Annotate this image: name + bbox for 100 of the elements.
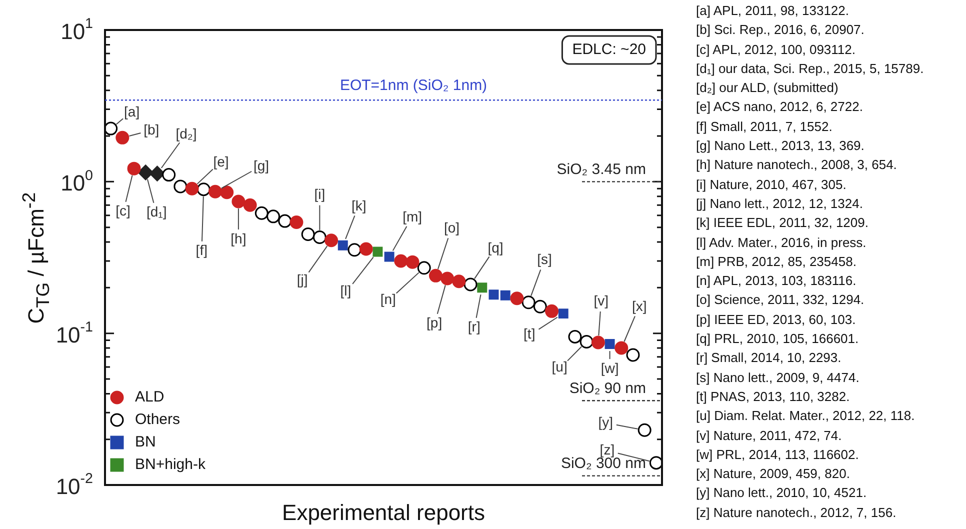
text: [s] Nano lett., 2009, 9, 4474. [696,368,860,387]
text: [d₁] our data, Sci. Rep., 2015, 5, 15789. [696,60,924,78]
point [174,180,188,194]
point [127,162,141,176]
text: [a] APL, 2011, 98, 133122. [696,2,850,20]
legend-label: BN+high-k [135,456,206,474]
point [243,198,257,212]
point [568,330,582,344]
point [406,255,420,269]
point [510,292,524,306]
point [649,456,663,470]
point [278,214,292,228]
point [301,228,315,242]
point [533,300,547,314]
text: [b] Sci. Rep., 2016, 6, 20907. [696,21,866,40]
annotation: [v] [594,292,609,308]
annotation: [m] [402,208,422,225]
annotation: [s] [537,251,552,268]
point [452,274,466,288]
text: [u] Diam. Relat. Mater., 2012, 22, 118. [696,407,916,426]
point [162,168,176,182]
point [149,166,165,182]
text: [t] PNAS, 2013, 110, 3282. [696,388,851,406]
text: [w] PRL, 2014, 113, 116602. [696,446,860,464]
text: [d₂] our ALD, (submitted) [696,79,840,98]
point [359,242,373,256]
point [591,336,605,350]
text: [m] PRB, 2012, 85, 235458. [696,252,858,271]
text: [l] Adv. Mater., 2016, in press. [696,234,868,252]
point [104,122,118,136]
text: [e] ACS nano, 2012, 6, 2722. [696,98,864,116]
point [638,423,652,437]
point [208,184,222,198]
point [185,182,199,196]
annotation: [h] [230,230,246,246]
annotation: [c] [116,202,130,218]
text: [x] Nature, 2009, 459, 820. [696,465,851,484]
text: [z] Nature nanotech., 2012, 7, 156. [696,504,898,522]
ref-line-label: SiO₂ 3.45 nm [556,160,646,178]
annotation: [b] [144,122,160,138]
point [545,304,559,318]
annotation: [q] [488,239,504,256]
point [477,282,488,293]
legend-label: BN [135,434,156,451]
annotation: [t] [524,325,536,342]
point [348,243,362,257]
annotation: [n] [380,290,396,307]
x-axis-title: Experimental reports [282,500,485,525]
point [417,261,431,275]
annotation: [f] [196,242,208,258]
point [266,210,280,224]
legend-label: Others [135,411,180,428]
point [394,254,408,268]
annotation: [l] [340,282,352,299]
point [312,230,326,244]
point [138,164,154,180]
text: [c] APL, 2012, 100, 093112. [696,40,856,59]
point [290,216,304,230]
annotation: [x] [632,298,647,314]
text: [g] Nano Lett., 2013, 13, 369. [696,137,866,156]
text: [q] PRL, 2010, 105, 166601. [696,330,860,348]
point [254,206,268,220]
annotation: [p] [426,314,442,330]
annotation: [e] [213,153,229,170]
text: [k] IEEE EDL, 2011, 32, 1209. [696,214,870,232]
text: [j] Nano lett., 2012, 12, 1324. [696,194,864,213]
text: [h] Nature nanotech., 2008, 3, 654. [696,156,898,174]
annotation: [r] [468,318,480,335]
annotation: [j] [296,271,308,288]
annotation: [w] [600,360,619,376]
point [626,348,640,362]
point [604,339,615,350]
text: [n] APL, 2013, 103, 183116. [696,272,858,290]
point [522,296,536,310]
text: [r] Small, 2014, 10, 2293. [696,349,842,368]
annotation: [a] [124,103,140,120]
annotation: [i] [314,186,326,202]
annotation: [u] [552,358,568,375]
annotation: [o] [444,220,460,236]
point [488,290,499,300]
point [440,272,454,286]
point [372,246,383,257]
point [324,234,338,248]
annotation: [k] [351,197,366,214]
point [196,182,210,196]
annotation: [g] [253,157,270,174]
text: [o] Science, 2011, 332, 1294. [696,291,866,310]
text: [v] Nature, 2011, 472, 74. [696,426,843,445]
legend-label: ALD [135,388,164,406]
point [464,278,478,292]
point [580,335,594,349]
text: [y] Nano lett., 2010, 10, 4521. [696,484,868,502]
point [558,308,568,319]
text: [i] Nature, 2010, 467, 305. [696,176,848,194]
text: [f] Small, 2011, 7, 1552. [696,118,834,136]
point [220,186,234,200]
point [614,341,628,355]
annotation: [y] [598,414,613,430]
point [116,130,130,144]
annotation: [d₁] [146,203,167,220]
